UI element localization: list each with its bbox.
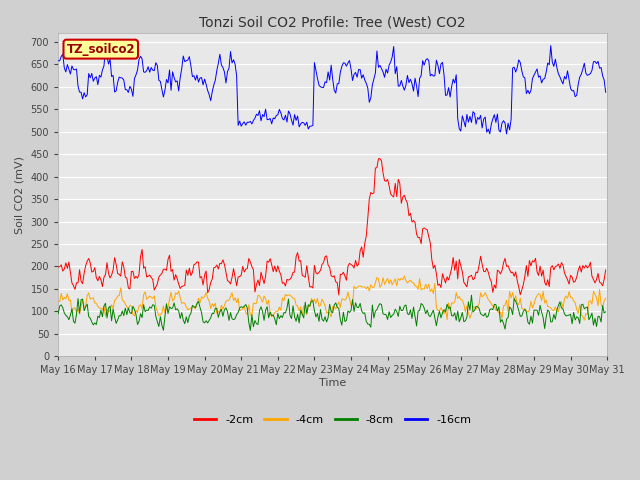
- X-axis label: Time: Time: [319, 378, 346, 388]
- Text: TZ_soilco2: TZ_soilco2: [67, 43, 135, 56]
- Legend: -2cm, -4cm, -8cm, -16cm: -2cm, -4cm, -8cm, -16cm: [189, 410, 476, 429]
- Y-axis label: Soil CO2 (mV): Soil CO2 (mV): [15, 156, 25, 234]
- Title: Tonzi Soil CO2 Profile: Tree (West) CO2: Tonzi Soil CO2 Profile: Tree (West) CO2: [200, 15, 466, 29]
